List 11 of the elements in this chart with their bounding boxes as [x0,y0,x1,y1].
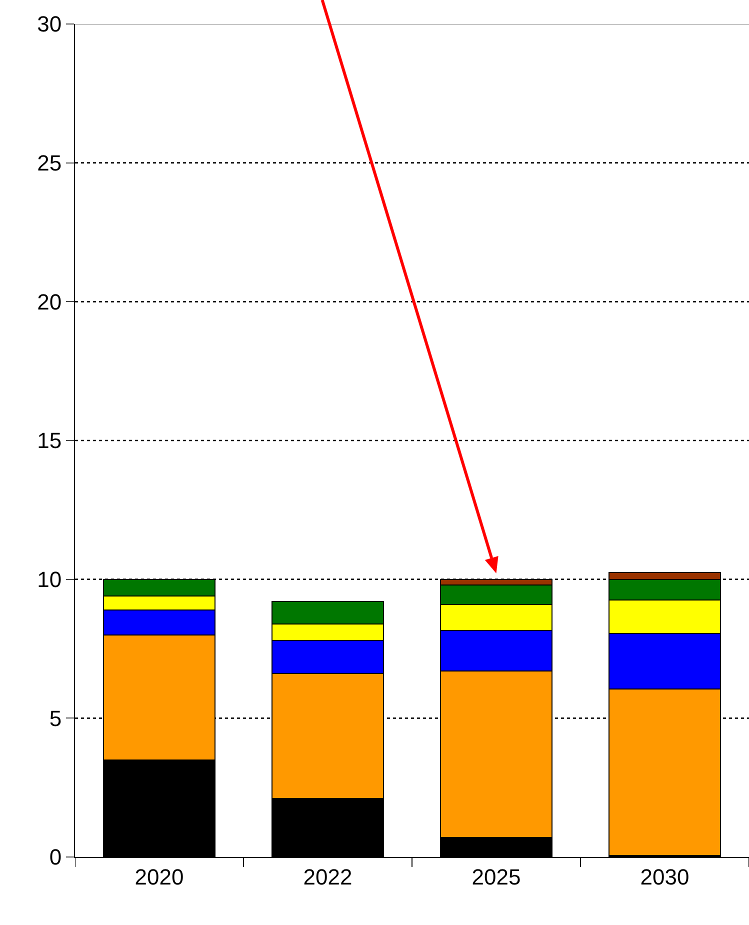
x-tick-label: 2020 [134,864,184,890]
x-tick-label: 2022 [303,864,352,890]
y-tick-label: 15 [37,428,62,454]
y-tick-label: 25 [37,150,62,176]
x-tick-label: 2025 [472,864,521,890]
y-tick-label: 0 [49,844,62,870]
x-tick-label: 2030 [640,864,690,890]
y-tick-label: 20 [37,289,62,314]
y-tick-label: 30 [37,12,62,37]
y-tick-label: 5 [49,706,62,731]
y-tick-label: 10 [37,567,62,592]
